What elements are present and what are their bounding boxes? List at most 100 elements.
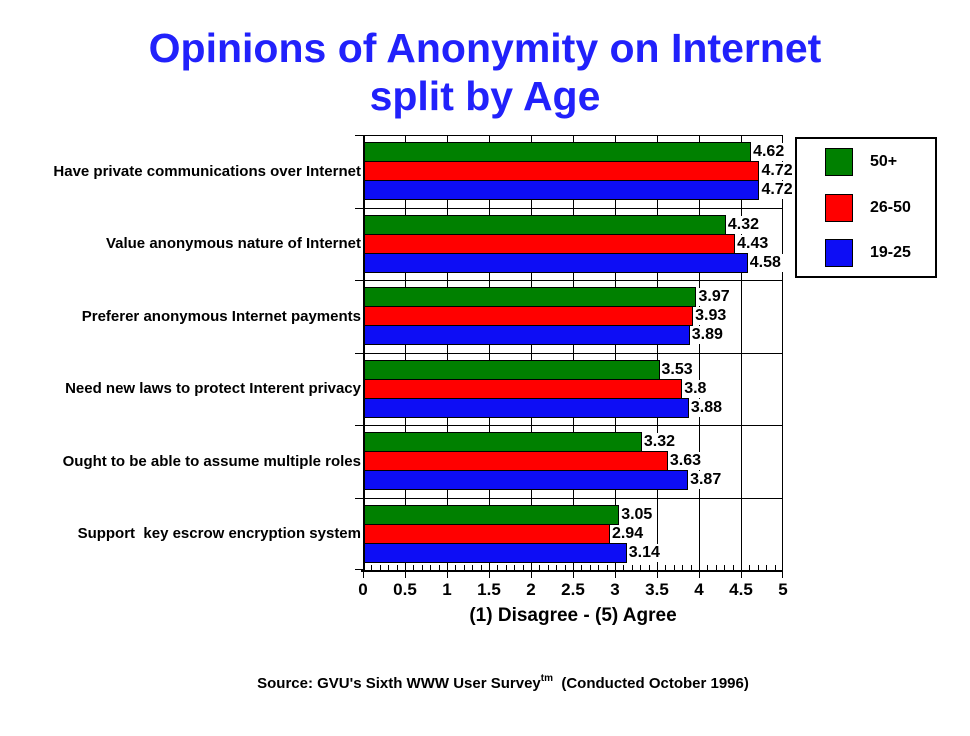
category-label-6: Support key escrow encryption system [77,525,361,543]
bar-block-2: 4.32 4.43 4.58 [363,214,783,273]
gridline-x-1 [447,135,448,570]
x-minor-tick [682,565,684,570]
legend-row-19-25: 19-25 [797,230,935,276]
x-minor-tick [749,565,751,570]
bar-value-label: 2.94 [610,524,646,543]
legend: 50+ 26-50 19-25 [795,137,937,278]
bar-50+-group-4: 3.53 [363,359,695,380]
bar-block-3: 3.97 3.93 3.89 [363,287,783,346]
x-tick-label-0.5: 0.5 [393,580,417,599]
bar-value-label: 3.87 [689,471,724,490]
x-minor-tick [640,565,642,570]
gridline-x-2.5 [573,135,574,570]
x-tick-label-1.5: 1.5 [477,580,501,599]
bar-group-3: 3.97 3.93 3.89 [363,280,783,353]
x-major-tick [489,572,490,578]
bar-19-25-group-6: 3.14 [363,542,662,563]
category-boundary-line [355,569,363,570]
x-minor-tick [547,565,549,570]
category-labels: Have private communications over Interne… [0,135,361,570]
footer-source-tm: tm [540,673,553,684]
x-major-tick [615,572,616,578]
x-minor-tick [413,565,415,570]
category-boundary-line [355,135,783,136]
x-minor-tick [472,565,474,570]
bar-26-50-group-4: 3.8 [363,378,709,399]
bar-value-label: 4.72 [760,162,795,181]
footer-source-line: Source: GVU's Sixth WWW User Surveytm (C… [36,674,970,694]
chart-title-line1: Opinions of Anonymity on Internet [148,25,822,71]
bar-value-label: 3.8 [683,379,709,398]
x-minor-tick [371,565,373,570]
legend-swatch-19-25 [825,239,853,268]
x-minor-tick [673,565,675,570]
gridline-x-3 [615,135,616,570]
footer-source-prefix: Source: GVU's Sixth WWW User Survey [257,675,541,692]
x-minor-tick [455,565,457,570]
x-tick-label-3.5: 3.5 [645,580,669,599]
x-major-tick [363,572,364,578]
category-label-4: Need new laws to protect Interent privac… [65,380,361,398]
bar-26-50-group-6: 2.94 [363,523,646,544]
category-boundary-line [355,353,783,354]
chart-title-line2: split by Age [369,73,601,120]
bar-50+-group-3: 3.97 [363,287,732,308]
bar-19-25-group-4: 3.88 [363,397,725,418]
bar-26-50-group-2: 4.43 [363,233,771,254]
x-minor-tick [581,565,583,570]
x-minor-tick [396,565,398,570]
bar-group-2: 4.32 4.43 4.58 [363,208,783,281]
x-major-tick [657,572,658,578]
bar-block-6: 3.05 2.94 3.14 [363,504,783,563]
x-tick-label-0: 0 [358,580,368,599]
x-tick-label-4: 4 [694,580,704,599]
legend-label-26-50: 26-50 [870,198,911,216]
x-minor-tick [379,565,381,570]
x-minor-tick [724,565,726,570]
bar-26-50-group-1: 4.72 [363,161,795,182]
x-minor-tick [522,565,524,570]
bar-19-25-group-5: 3.87 [363,470,724,491]
x-minor-tick [774,565,776,570]
x-minor-tick [463,565,465,570]
x-minor-tick [388,565,390,570]
gridline-x-4 [699,135,700,570]
x-minor-tick [480,565,482,570]
x-tick-label-5: 5 [778,580,788,599]
x-minor-tick [707,565,709,570]
bar-19-25-group-2: 4.58 [363,252,783,273]
x-minor-tick [631,565,633,570]
bar-26-50-group-3: 3.93 [363,306,729,327]
legend-row-26-50: 26-50 [797,185,935,231]
x-minor-tick [715,565,717,570]
gridline-x-4.5 [741,135,742,570]
bar-value-label: 3.97 [697,288,732,307]
legend-swatch-50+ [825,147,853,176]
x-minor-tick [589,565,591,570]
x-major-tick [699,572,700,578]
bar-value-label: 4.43 [736,234,771,253]
x-axis-line [361,570,783,572]
bar-value-label: 3.89 [690,326,725,345]
bar-block-5: 3.32 3.63 3.87 [363,432,783,491]
x-major-tick [447,572,448,578]
plot-area: 4.62 4.72 4.72 4.32 4.43 4.58 3.97 3.93 3.89 3.53… [355,135,795,578]
legend-row-50+: 50+ [797,139,935,185]
legend-label-19-25: 19-25 [870,244,911,262]
bar-block-4: 3.53 3.8 3.88 [363,359,783,418]
category-label-3: Preferer anonymous Internet payments [81,307,361,325]
bar-block-1: 4.62 4.72 4.72 [363,142,795,201]
gridline-x-5 [782,135,783,570]
category-label-1: Have private communications over Interne… [53,162,361,180]
x-minor-tick [648,565,650,570]
bar-group-5: 3.32 3.63 3.87 [363,425,783,498]
footer-source-suffix: (Conducted October 1996) [553,675,749,692]
legend-swatch-26-50 [825,193,853,222]
x-tick-label-3: 3 [610,580,620,599]
category-boundary-line [355,425,783,426]
legend-label-50+: 50+ [870,152,898,170]
x-major-tick [573,572,574,578]
x-minor-tick [598,565,600,570]
x-minor-tick [430,565,432,570]
